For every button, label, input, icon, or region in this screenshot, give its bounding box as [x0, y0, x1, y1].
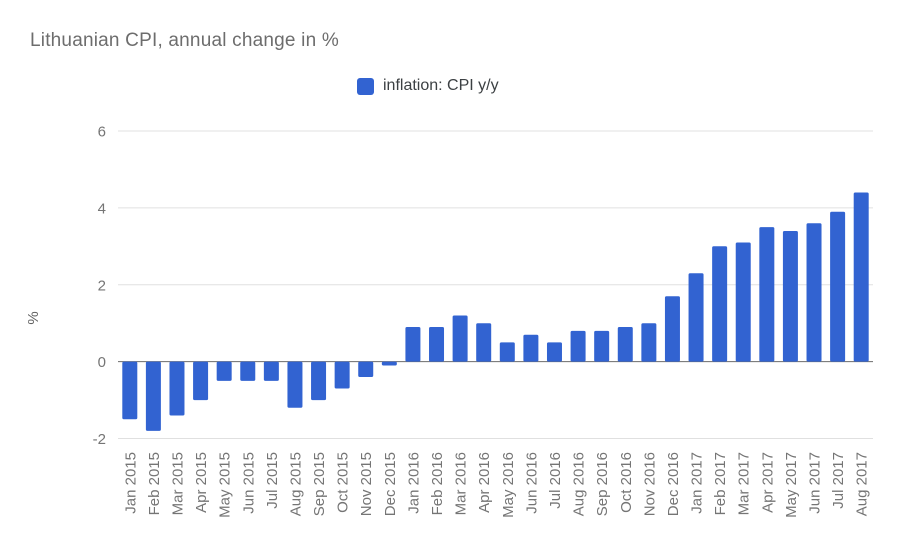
- x-tick-label: Dec 2015: [382, 452, 399, 516]
- x-tick-label: Jul 2015: [264, 452, 281, 509]
- bar: [193, 361, 209, 401]
- bar: [641, 323, 657, 362]
- x-tick-label: Sep 2016: [594, 452, 611, 516]
- bar: [216, 361, 232, 381]
- bar: [499, 342, 515, 362]
- bar: [429, 327, 445, 362]
- x-tick-label: Aug 2016: [571, 452, 588, 516]
- bar: [263, 361, 279, 381]
- y-tick-label: 2: [98, 277, 106, 294]
- y-axis-title: %: [25, 311, 42, 324]
- y-tick-label: 0: [98, 354, 106, 371]
- bar: [523, 334, 539, 362]
- x-tick-label: Feb 2015: [146, 452, 163, 515]
- bar: [452, 315, 468, 362]
- bar: [688, 273, 704, 362]
- x-tick-label: Aug 2015: [287, 452, 304, 516]
- bar: [381, 361, 397, 366]
- x-tick-label: Jun 2016: [523, 452, 540, 514]
- bar: [664, 296, 680, 362]
- x-tick-label: Oct 2015: [335, 452, 352, 513]
- bar: [853, 192, 869, 362]
- x-tick-label: Jan 2016: [405, 452, 422, 514]
- bar: [122, 361, 138, 420]
- y-tick-label: -2: [93, 431, 106, 448]
- x-tick-label: Sep 2015: [311, 452, 328, 516]
- bar: [830, 211, 846, 362]
- y-tick-label: 4: [98, 200, 106, 217]
- bar: [405, 327, 421, 362]
- x-tick-label: Jun 2015: [240, 452, 257, 514]
- bar: [782, 230, 798, 362]
- x-tick-label: May 2017: [783, 452, 800, 518]
- x-tick-label: Dec 2016: [665, 452, 682, 516]
- bar: [358, 361, 374, 378]
- bar: [546, 342, 562, 362]
- x-tick-label: Aug 2017: [854, 452, 871, 516]
- bar: [735, 242, 751, 362]
- x-tick-label: May 2016: [500, 452, 517, 518]
- bar: [169, 361, 185, 416]
- x-tick-label: Jul 2016: [547, 452, 564, 509]
- x-tick-label: Nov 2016: [641, 452, 658, 516]
- bar: [311, 361, 327, 401]
- x-tick-label: Oct 2016: [618, 452, 635, 513]
- x-tick-label: Mar 2016: [453, 452, 470, 515]
- bar: [334, 361, 350, 389]
- x-tick-label: Jul 2017: [830, 452, 847, 509]
- bar: [240, 361, 256, 381]
- bar: [570, 330, 586, 362]
- bar-series: [122, 192, 869, 431]
- y-tick-labels: 6 4 2 0 -2: [93, 124, 106, 449]
- legend-color-swatch-icon: [357, 77, 374, 95]
- x-tick-label: Jun 2017: [807, 452, 824, 514]
- bar: [476, 323, 492, 362]
- bar: [617, 327, 633, 362]
- x-tick-label: Mar 2015: [169, 452, 186, 515]
- x-tick-label: Feb 2017: [712, 452, 729, 515]
- legend-label: inflation: CPI y/y: [383, 77, 499, 94]
- x-tick-label: Jan 2015: [122, 452, 139, 514]
- bar: [145, 361, 161, 431]
- x-tick-label: Mar 2017: [736, 452, 753, 515]
- x-tick-label: May 2015: [217, 452, 234, 518]
- bar: [806, 223, 822, 362]
- bar: [759, 227, 775, 362]
- bar: [594, 330, 610, 362]
- bar: [287, 361, 303, 408]
- chart-title: Lithuanian CPI, annual change in %: [30, 30, 339, 51]
- x-tick-labels: Jan 2015 Feb 2015 Mar 2015 Apr 2015 May 2015…: [122, 452, 870, 518]
- bar: [712, 246, 728, 362]
- y-tick-label: 6: [98, 124, 106, 141]
- x-tick-label: Feb 2016: [429, 452, 446, 515]
- x-tick-label: Apr 2017: [759, 452, 776, 513]
- x-tick-label: Jan 2017: [689, 452, 706, 514]
- x-tick-label: Apr 2016: [476, 452, 493, 513]
- x-tick-label: Nov 2015: [358, 452, 375, 516]
- legend: inflation: CPI y/y: [357, 77, 499, 95]
- x-tick-label: Apr 2015: [193, 452, 210, 513]
